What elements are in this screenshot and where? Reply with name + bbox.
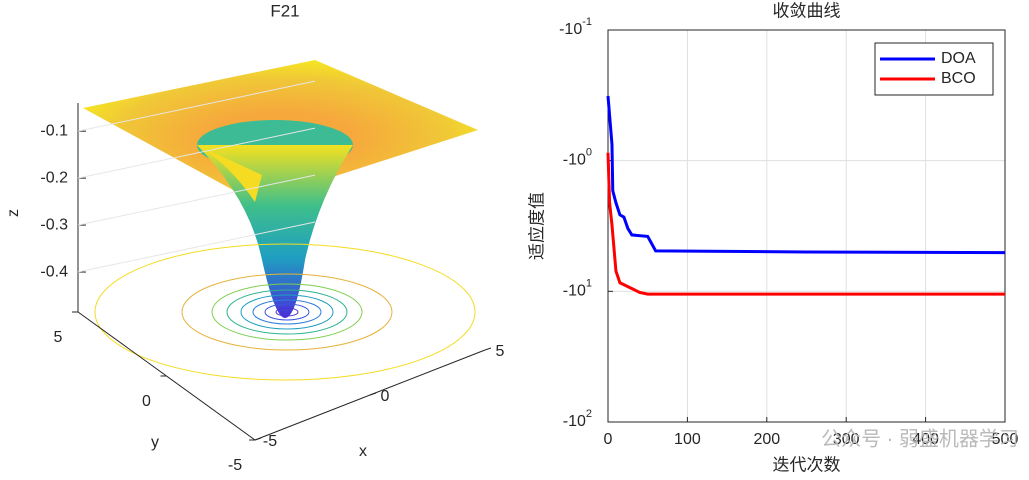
x-tick: [369, 392, 377, 396]
y-axis-label: 适应度值: [527, 192, 546, 260]
z-grid-line: [77, 221, 316, 273]
legend-box: [874, 42, 994, 96]
y-tick-label: -101: [563, 277, 592, 299]
x-axis-label: x: [359, 443, 367, 460]
y-tick-exponent: 0: [586, 147, 592, 159]
y-tick-base: -10: [563, 152, 586, 169]
x-tick-label: 200: [753, 431, 780, 448]
x-tick: [484, 347, 492, 351]
surface-plot: [77, 60, 486, 441]
surface-front: [197, 145, 262, 202]
z-tick-label: -0.3: [40, 216, 68, 233]
x-tick: [254, 437, 262, 441]
y-tick-base: -10: [563, 283, 586, 300]
y-tick-exponent: -1: [582, 16, 592, 28]
y-tick-base: -10: [563, 413, 586, 430]
x-tick-label: 100: [674, 431, 701, 448]
axes-box: [607, 29, 1006, 423]
x-tick-label: -5: [263, 433, 277, 450]
y-axis-label: y: [151, 434, 159, 451]
x-axis-label: 迭代次数: [773, 455, 841, 474]
x-tick-label: 400: [912, 431, 939, 448]
z-tick-label: -0.4: [40, 263, 68, 280]
y-tick-exponent: 2: [586, 408, 592, 420]
z-tick-label: -0.2: [40, 169, 68, 186]
x-tick-label: 5: [496, 343, 505, 360]
chart-title: 收敛曲线: [773, 1, 841, 20]
z-tick-label: -0.1: [40, 122, 68, 139]
y-tick-label: -102: [563, 408, 592, 430]
legend-label: DOA: [941, 50, 976, 67]
x-tick-label: 500: [992, 431, 1019, 448]
y-tick-label: -5: [228, 457, 242, 474]
contours: [94, 243, 476, 381]
z-grid-line: [77, 174, 316, 226]
z-grid-line: [77, 80, 316, 132]
y-tick-exponent: 1: [586, 277, 592, 289]
surface-funnel: [197, 145, 353, 318]
x-tick-label: 0: [604, 431, 613, 448]
y-tick-label: -100: [563, 147, 592, 169]
y-tick-label: 5: [54, 329, 63, 346]
series-line: [606, 152, 1005, 296]
x-tick-label: 0: [381, 388, 390, 405]
chart-title: F21: [270, 1, 299, 20]
z-grid-line: [77, 127, 316, 179]
z-axis-label: z: [5, 209, 22, 217]
y-tick-label: 0: [142, 393, 151, 410]
series-line: [606, 95, 1006, 255]
watermark: 公众号 · 弱盛机器学习: [821, 427, 1019, 450]
y-tick-label: -10-1: [559, 16, 592, 38]
legend-label: BCO: [941, 70, 976, 87]
y-tick-base: -10: [559, 21, 582, 38]
x-tick-label: 300: [833, 431, 860, 448]
